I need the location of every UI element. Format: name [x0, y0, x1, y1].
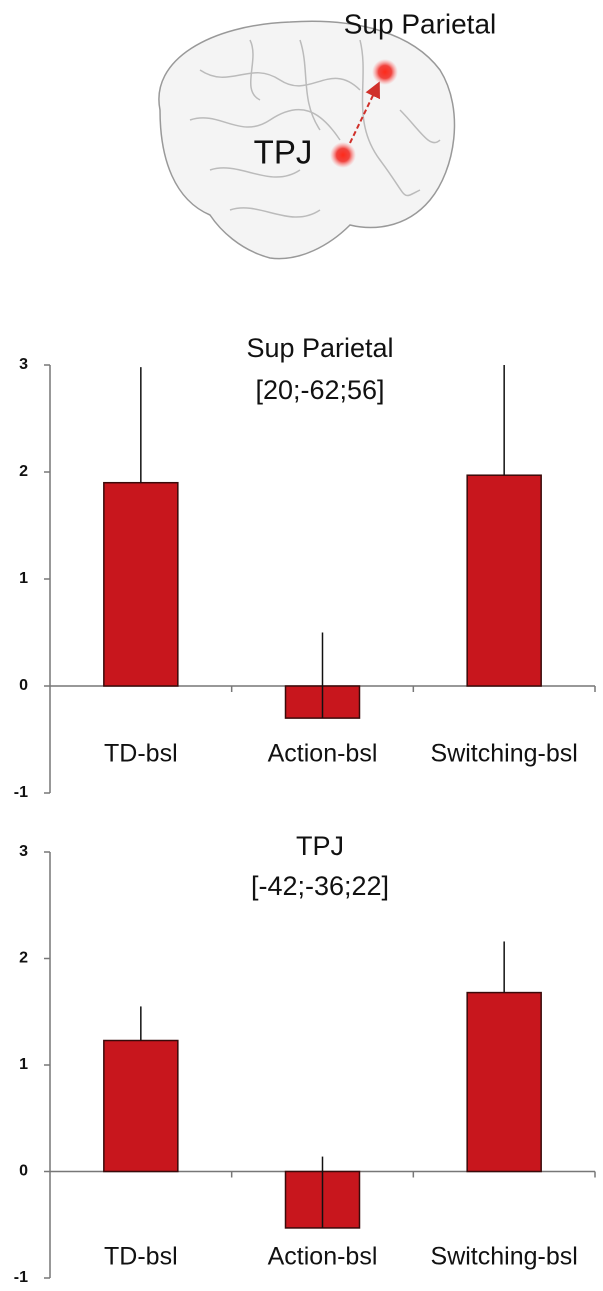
y-tick-label: 3	[19, 843, 28, 860]
x-tick-label: Action-bsl	[268, 740, 378, 768]
bar	[466, 991, 542, 1173]
brain-label: TPJ	[254, 134, 313, 171]
chart-subtitle: [-42;-36;22]	[251, 871, 389, 901]
brain-illustration	[158, 20, 456, 260]
chart-title: Sup Parietal	[246, 333, 393, 363]
y-tick-label: 0	[19, 1163, 28, 1180]
brain-label: Sup Parietal	[344, 8, 497, 39]
x-tick-label: TD-bsl	[104, 1243, 178, 1271]
x-tick-label: TD-bsl	[104, 740, 178, 768]
x-tick-label: Switching-bsl	[431, 740, 578, 768]
x-tick-label: Switching-bsl	[431, 1243, 578, 1271]
y-tick-label: 1	[19, 570, 28, 587]
y-tick-label: 0	[19, 677, 28, 694]
bar	[103, 1039, 179, 1173]
y-tick-label: 1	[19, 1056, 28, 1073]
chart-subtitle: [20;-62;56]	[255, 375, 384, 405]
y-tick-label: -1	[14, 784, 28, 801]
x-tick-label: Action-bsl	[268, 1243, 378, 1271]
bar	[103, 481, 179, 687]
chart-title: TPJ	[296, 831, 344, 861]
y-tick-label: 2	[19, 950, 28, 967]
y-tick-label: 3	[19, 356, 28, 373]
y-tick-label: -1	[14, 1269, 28, 1286]
bar	[466, 474, 542, 687]
y-tick-label: 2	[19, 463, 28, 480]
